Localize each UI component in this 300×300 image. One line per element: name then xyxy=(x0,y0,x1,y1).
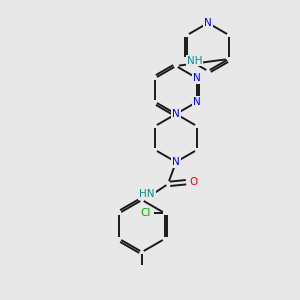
Text: N: N xyxy=(193,73,201,83)
Text: N: N xyxy=(172,157,180,167)
Text: HN: HN xyxy=(139,189,155,199)
Text: N: N xyxy=(204,18,212,28)
Text: Cl: Cl xyxy=(140,208,151,218)
Text: O: O xyxy=(190,177,198,187)
Text: N: N xyxy=(172,109,180,119)
Text: N: N xyxy=(193,97,201,107)
Text: NH: NH xyxy=(187,56,202,65)
